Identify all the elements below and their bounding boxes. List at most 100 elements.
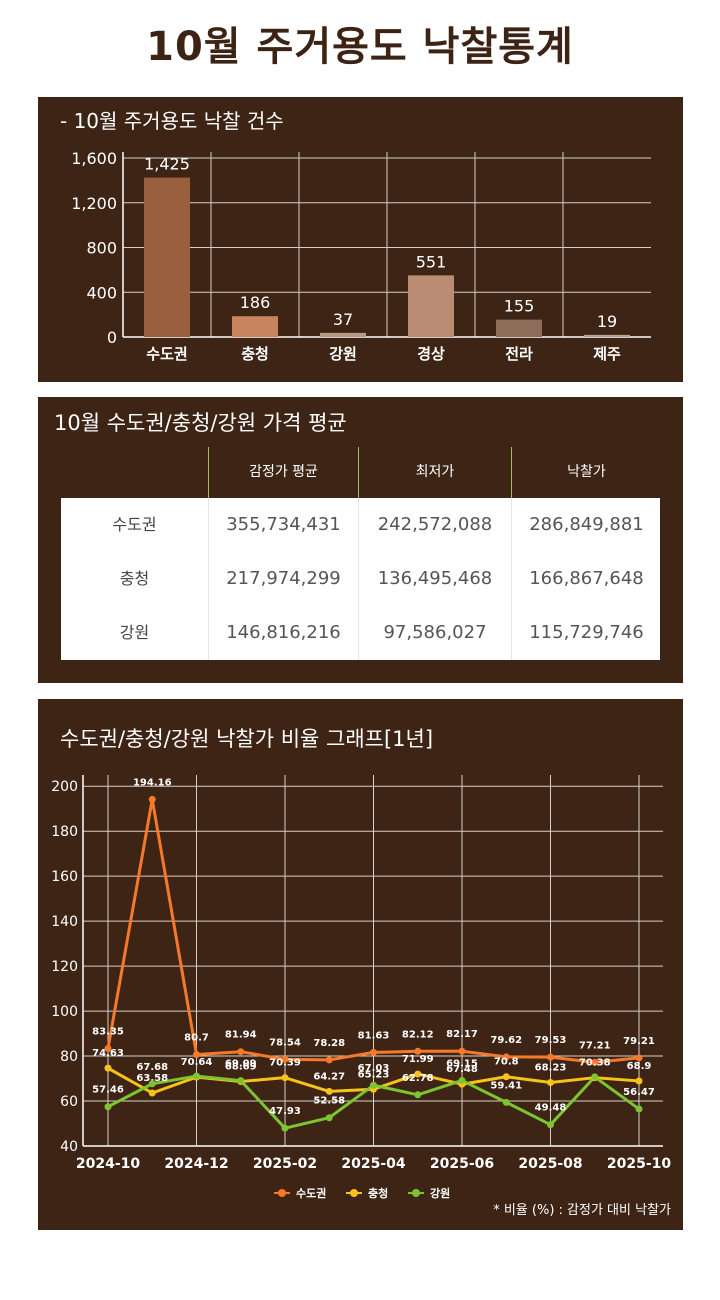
data-label: 82.17 <box>446 1029 478 1040</box>
x-tick-label: 2024-10 <box>76 1156 141 1172</box>
y-tick-label: 800 <box>86 239 117 258</box>
column-header-appraisal: 감정가 평균 <box>208 447 358 498</box>
data-point <box>193 1072 200 1080</box>
x-tick-label: 2025-10 <box>607 1156 672 1172</box>
data-point <box>502 1073 510 1081</box>
data-point <box>547 1121 554 1129</box>
data-point <box>547 1079 554 1087</box>
y-tick-label: 100 <box>51 1004 78 1020</box>
y-tick-label: 60 <box>60 1094 78 1110</box>
x-tick-label: 경상 <box>417 345 445 363</box>
ratio-note: * 비율 (%) : 감정가 대비 낙찰가 <box>493 1203 671 1218</box>
data-label: 83.35 <box>92 1027 124 1038</box>
data-label: 59.41 <box>490 1080 522 1091</box>
data-label: 80.7 <box>184 1032 209 1043</box>
data-point <box>281 1055 289 1063</box>
bar-value-label: 19 <box>597 312 617 331</box>
data-point <box>370 1081 377 1089</box>
count-bar-chart: 0 400 800 1,200 1,600 1,425 수도권 186 충청 37 강원 551 경상 1… <box>71 149 651 363</box>
bar-3 <box>320 332 366 337</box>
table-cell: 115,729,746 <box>511 606 661 660</box>
legend-label: 수도권 <box>296 1187 326 1200</box>
bar-value-label: 1,425 <box>144 155 190 174</box>
x-tick-label: 수도권 <box>146 345 187 363</box>
row-label: 강원 <box>119 623 150 642</box>
data-label: 47.93 <box>269 1106 301 1117</box>
data-label: 79.21 <box>623 1036 655 1047</box>
data-point <box>458 1076 466 1084</box>
legend-label: 충청 <box>368 1186 388 1200</box>
row-label: 수도권 <box>112 515 157 534</box>
data-point <box>104 1045 112 1053</box>
data-label: 194.16 <box>133 777 172 788</box>
table-cell: 242,572,088 <box>358 498 511 552</box>
data-point <box>325 1087 333 1095</box>
data-label: 68.9 <box>627 1061 652 1072</box>
data-point <box>502 1053 510 1061</box>
data-point <box>591 1058 599 1066</box>
data-label: 74.63 <box>92 1048 124 1059</box>
data-point <box>193 1050 200 1058</box>
table-cell: 286,849,881 <box>511 498 661 552</box>
row-label: 충청 <box>119 569 150 588</box>
data-label: 68.69 <box>225 1061 257 1072</box>
y-tick-label: 200 <box>51 779 78 795</box>
table-cell: 166,867,648 <box>511 552 661 606</box>
data-label: 68.23 <box>535 1063 567 1074</box>
bar-value-label: 186 <box>240 293 271 312</box>
data-point <box>547 1053 554 1061</box>
count-panel: - 10월 주거용도 낙찰 건수 0 400 800 1,200 1,600 1,425 수… <box>38 97 683 382</box>
data-label: 78.54 <box>269 1037 301 1048</box>
y-tick-label: 120 <box>51 959 78 975</box>
table-row: 수도권 355,734,431 242,572,088 286,849,881 <box>61 498 660 552</box>
price-table-header: 감정가 평균 최저가 낙찰가 <box>61 447 660 498</box>
data-label: 81.63 <box>358 1030 390 1041</box>
data-point <box>414 1091 422 1099</box>
ratio-panel-title: 수도권/충청/강원 낙찰가 비율 그래프[1년] <box>60 727 434 751</box>
data-point <box>281 1124 289 1132</box>
y-tick-label: 1,200 <box>71 194 117 213</box>
ratio-line-chart: 40 60 80 100 120 140 160 180 200 2024-10 2024-12 20… <box>51 775 672 1200</box>
data-point <box>148 795 156 803</box>
column-header-minimum: 최저가 <box>358 447 511 498</box>
data-label: 78.28 <box>313 1038 345 1049</box>
bar-5 <box>496 319 542 337</box>
table-cell: 355,734,431 <box>208 498 358 552</box>
table-cell: 217,974,299 <box>208 552 358 606</box>
price-panel: 10월 수도권/충청/강원 가격 평균 감정가 평균 최저가 낙찰가 수도권 3… <box>38 397 683 683</box>
data-label: 70.38 <box>579 1058 611 1069</box>
price-table: 수도권 355,734,431 242,572,088 286,849,881 … <box>61 498 660 660</box>
y-tick-label: 40 <box>60 1139 78 1155</box>
x-tick-label: 2025-04 <box>341 1156 406 1172</box>
data-point <box>104 1103 112 1111</box>
data-label: 67.48 <box>446 1064 478 1075</box>
data-label: 81.94 <box>225 1030 257 1041</box>
legend-swatch-marker <box>278 1189 286 1197</box>
x-tick-label: 2025-06 <box>430 1156 494 1172</box>
page-title: 10월 주거용도 낙찰통계 <box>146 24 574 70</box>
data-label: 64.27 <box>313 1071 345 1082</box>
bar-1 <box>144 177 190 337</box>
y-tick-label: 80 <box>60 1049 78 1065</box>
y-tick-label: 400 <box>86 283 117 302</box>
x-tick-label: 충청 <box>241 345 269 363</box>
data-point <box>591 1073 599 1081</box>
data-label: 70.39 <box>269 1058 301 1069</box>
data-label: 52.58 <box>313 1096 345 1107</box>
data-point <box>635 1054 643 1062</box>
data-point <box>370 1048 377 1056</box>
data-label: 67.03 <box>358 1063 390 1074</box>
ratio-panel: 수도권/충청/강원 낙찰가 비율 그래프[1년] 40 60 80 100 120 140… <box>38 699 683 1230</box>
x-tick-label: 2025-02 <box>253 1156 317 1172</box>
data-label: 71.99 <box>402 1054 434 1065</box>
x-tick-label: 전라 <box>505 345 533 363</box>
data-point <box>414 1047 422 1055</box>
y-tick-label: 160 <box>51 869 78 885</box>
bar-6 <box>584 334 630 337</box>
x-tick-label: 강원 <box>329 345 357 363</box>
y-tick-label: 0 <box>107 328 117 347</box>
legend-swatch-marker <box>412 1189 420 1197</box>
data-point <box>414 1070 422 1078</box>
y-tick-label: 180 <box>51 824 78 840</box>
x-tick-label: 2024-12 <box>164 1156 228 1172</box>
